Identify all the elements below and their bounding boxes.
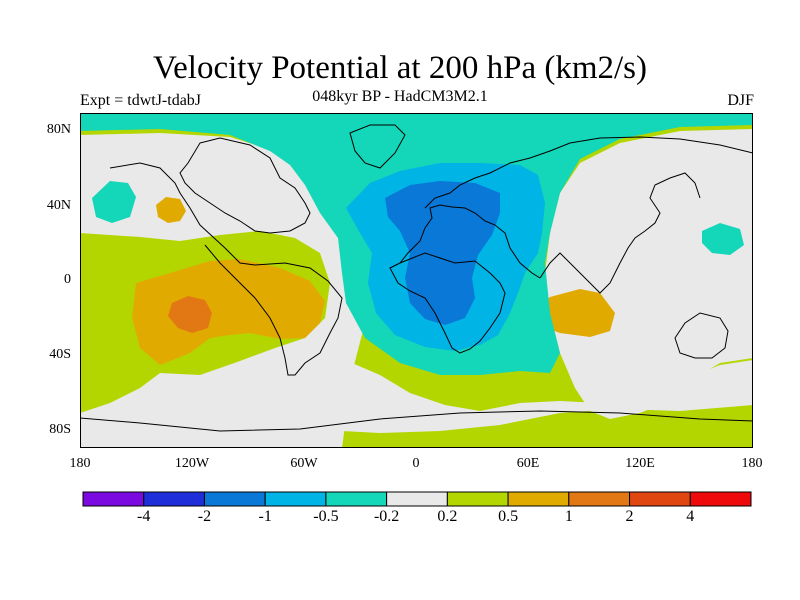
lat-label-0: 0	[64, 272, 71, 287]
colorbar-label: -0.2	[373, 508, 400, 525]
colorbar-label: 0.2	[437, 508, 458, 525]
plot-title: Velocity Potential at 200 hPa (km2/s)	[152, 50, 648, 86]
colorbar-box-1	[143, 491, 205, 507]
neutral-pacific-region	[80, 133, 372, 448]
strong-positive-core	[168, 296, 212, 333]
map-frame	[80, 113, 753, 448]
colorbar-box-6	[446, 491, 509, 507]
colorbar-box-2	[203, 491, 266, 507]
lon-label-120w: 120W	[174, 456, 210, 471]
lat-label-80s: 80S	[49, 422, 71, 437]
colorbar-box-0	[82, 491, 145, 507]
colorbar-box-3	[264, 491, 327, 507]
velocity-potential-map	[80, 113, 753, 448]
lon-label-180e: 180	[741, 456, 763, 471]
colorbar-box-8	[568, 491, 631, 507]
colorbar-label: 2	[625, 508, 634, 525]
lon-label-0: 0	[412, 456, 420, 471]
colorbar-label: 1	[564, 508, 573, 525]
colorbar-label: -2	[197, 508, 212, 525]
strong-negative-core	[385, 181, 500, 325]
colorbar-box-7	[507, 491, 570, 507]
colorbar-box-5	[386, 491, 448, 507]
colorbar-label: -0.5	[313, 508, 339, 525]
lon-label-180w: 180	[69, 456, 91, 471]
colorbar-box-10	[689, 491, 752, 507]
lat-label-80n: 80N	[46, 122, 71, 137]
colorbar-label: 4	[686, 508, 695, 525]
experiment-label: Expt = tdwtJ-tdabJ	[80, 92, 202, 109]
coastlines	[80, 124, 753, 432]
plot-subtitle: 048kyr BP - HadCM3M2.1	[312, 88, 488, 105]
colorbar	[82, 491, 752, 507]
colorbar-label: -4	[137, 508, 151, 525]
colorbar-label: 0.5	[498, 508, 519, 525]
lon-label-120e: 120E	[625, 456, 655, 471]
season-label: DJF	[727, 92, 754, 109]
neutral-asia-region	[545, 129, 753, 419]
lon-label-60w: 60W	[290, 456, 318, 471]
neutral-southern-belt	[342, 360, 753, 433]
lat-label-40s: 40S	[49, 347, 71, 362]
lon-label-60e: 60E	[516, 456, 540, 471]
colorbar-box-4	[325, 491, 388, 507]
lat-label-40n: 40N	[46, 198, 71, 213]
colorbar-label: -1	[258, 508, 272, 525]
colorbar-box-9	[629, 491, 691, 507]
